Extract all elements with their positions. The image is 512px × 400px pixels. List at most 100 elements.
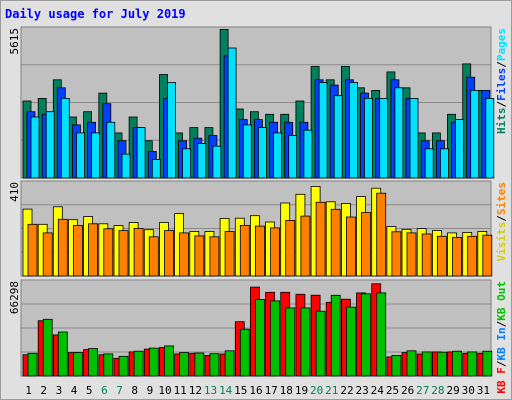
bar-sites bbox=[88, 223, 98, 277]
bar-sites bbox=[482, 234, 493, 277]
x-tick-label: 31 bbox=[477, 384, 490, 397]
bar-sites bbox=[194, 235, 205, 277]
x-axis-labels: 1 2 3 4 5 6 7 8 9 10 11 12 13 14 15 16 17 18 19 20 21 22 23 24 2… bbox=[25, 384, 490, 397]
x-tick-label: 3 bbox=[56, 384, 63, 397]
x-tick-label: 14 bbox=[219, 384, 233, 397]
bar-kb-out bbox=[239, 328, 250, 377]
bar-pages bbox=[227, 47, 237, 179]
bar-kb-out bbox=[42, 318, 53, 377]
legend-item: Pages bbox=[495, 28, 508, 61]
series-kb-out bbox=[27, 292, 493, 377]
bar-kb-out bbox=[73, 352, 83, 377]
bar-pages bbox=[273, 132, 283, 179]
bar-pages bbox=[91, 132, 100, 179]
bar-pages bbox=[76, 132, 85, 179]
bar-sites bbox=[103, 228, 114, 277]
x-tick-label: 23 bbox=[355, 384, 368, 397]
bar-pages bbox=[364, 98, 373, 179]
legend-item: / bbox=[495, 101, 508, 108]
bar-kb-out bbox=[148, 347, 159, 377]
bar-kb-out bbox=[482, 350, 493, 377]
bar-sites bbox=[391, 231, 402, 277]
x-tick-label: 6 bbox=[101, 384, 108, 397]
panel-visits-sites: 410 Visits/Sites bbox=[8, 180, 508, 277]
bar-sites bbox=[254, 225, 265, 277]
bar-pages bbox=[303, 129, 313, 179]
bar-sites bbox=[452, 236, 462, 277]
legend-item: Hits bbox=[495, 108, 508, 135]
bar-kb-out bbox=[391, 354, 402, 377]
legend-item: / bbox=[495, 320, 508, 327]
bar-kb-out bbox=[194, 352, 205, 377]
bar-sites bbox=[467, 235, 478, 277]
bar-pages bbox=[348, 82, 358, 179]
bar-sites bbox=[148, 236, 159, 277]
bar-kb-out bbox=[118, 355, 129, 377]
y-max-label: 410 bbox=[8, 182, 21, 202]
bar-pages bbox=[333, 95, 343, 179]
series-pages bbox=[30, 47, 495, 179]
bar-kb-out bbox=[57, 331, 68, 377]
bar-kb-out bbox=[209, 353, 220, 377]
x-tick-label: 16 bbox=[249, 384, 262, 397]
bar-kb-out bbox=[330, 294, 341, 377]
x-tick-label: 15 bbox=[234, 384, 247, 397]
bar-pages bbox=[485, 98, 495, 179]
bar-kb-out bbox=[345, 306, 356, 377]
bar-pages bbox=[470, 90, 480, 179]
bar-kb-out bbox=[467, 351, 478, 377]
bar-pages bbox=[197, 143, 207, 179]
x-tick-label: 30 bbox=[462, 384, 475, 397]
bar-sites bbox=[285, 219, 296, 277]
bar-sites bbox=[300, 215, 311, 277]
bar-kb-out bbox=[315, 310, 326, 377]
x-tick-label: 11 bbox=[174, 384, 187, 397]
chart-title: Daily usage for July 2019 bbox=[5, 7, 186, 21]
legend: Visits/Sites bbox=[495, 182, 508, 262]
legend-item: / bbox=[495, 61, 508, 68]
legend-item: KB Out bbox=[495, 281, 508, 321]
bar-pages bbox=[182, 148, 192, 179]
bar-kb-out bbox=[300, 307, 311, 377]
bar-sites bbox=[164, 230, 174, 277]
bar-pages bbox=[257, 127, 267, 179]
x-tick-label: 7 bbox=[116, 384, 123, 397]
x-tick-label: 8 bbox=[131, 384, 138, 397]
legend-item: / bbox=[495, 360, 508, 367]
bar-pages bbox=[242, 124, 252, 179]
x-tick-label: 17 bbox=[265, 384, 278, 397]
bar-kb-out bbox=[88, 348, 98, 377]
bar-sites bbox=[179, 232, 190, 277]
x-tick-label: 12 bbox=[189, 384, 202, 397]
bar-kb-out bbox=[421, 351, 432, 377]
x-tick-label: 1 bbox=[25, 384, 32, 397]
x-tick-label: 5 bbox=[86, 384, 93, 397]
legend-item: / bbox=[495, 215, 508, 222]
bar-pages bbox=[60, 98, 70, 179]
bar-sites bbox=[270, 227, 281, 277]
bar-sites bbox=[73, 224, 83, 277]
x-tick-label: 28 bbox=[431, 384, 444, 397]
bar-sites bbox=[133, 227, 144, 277]
x-tick-label: 20 bbox=[310, 384, 323, 397]
bar-kb-out bbox=[164, 345, 174, 377]
bar-sites bbox=[345, 216, 356, 277]
x-tick-label: 22 bbox=[340, 384, 353, 397]
legend-item: KB F bbox=[495, 367, 508, 394]
x-tick-label: 27 bbox=[416, 384, 429, 397]
bar-kb-out bbox=[133, 350, 144, 377]
legend-item: Visits bbox=[495, 222, 508, 262]
bar-kb-out bbox=[179, 352, 190, 377]
legend: KB F/KB In/KB Out bbox=[495, 281, 508, 394]
bar-sites bbox=[42, 232, 53, 277]
bar-pages bbox=[30, 116, 40, 179]
bar-sites bbox=[315, 201, 326, 277]
bar-pages bbox=[212, 145, 222, 179]
bar-kb-out bbox=[270, 300, 281, 377]
bar-sites bbox=[118, 230, 129, 277]
bar-kb-out bbox=[254, 298, 265, 377]
x-tick-label: 9 bbox=[147, 384, 154, 397]
